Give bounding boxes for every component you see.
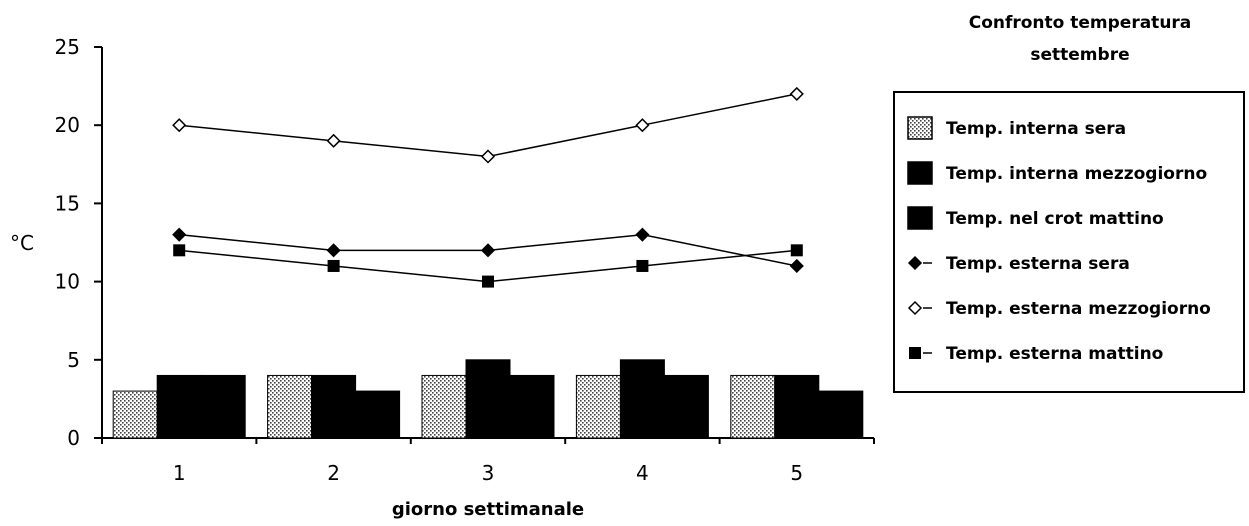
legend-label: Temp. interna mezzogiorno [946,164,1207,184]
legend-label: Temp. nel crot mattino [946,209,1164,229]
y-tick-label: 0 [67,426,80,450]
line-point-series-2 [326,133,341,148]
line-point-series-3 [790,244,803,257]
x-axis-title: giorno settimanale [392,499,584,520]
bar-series-2 [619,359,665,439]
x-tick-label: 2 [327,461,340,485]
legend-swatch [907,206,933,230]
legend-label: Temp. esterna mattino [946,344,1163,364]
line-point-series-1 [172,227,187,242]
line-point-series-2 [480,149,496,164]
legend: Temp. interna sera Temp. interna mezzogio… [893,91,1245,393]
lines [172,86,804,288]
bar-series-1 [267,374,313,439]
x-tick-label: 4 [636,461,649,485]
bar-series-3 [663,374,709,439]
line-point-series-2 [172,118,187,133]
line-point-series-2 [635,118,650,133]
x-tick-label: 3 [482,461,495,485]
y-tick-label: 10 [55,270,80,294]
line-point-series-1 [789,258,804,274]
bar-series-1 [730,374,776,439]
chart-title-line-2: settembre [1030,45,1129,65]
x-tick-label: 5 [790,461,803,485]
bar-series-1 [421,374,467,439]
bar-series-2 [774,374,820,439]
bar-series-2 [311,374,357,439]
bar-series-2 [465,359,511,439]
legend-marker [907,255,923,271]
bar-series-2 [156,374,202,439]
y-tick-label: 15 [55,191,80,215]
line-point-series-3 [636,259,649,272]
line-point-series-1 [635,227,650,242]
y-tick-label: 20 [55,113,80,137]
y-axis-title: °C [10,231,34,255]
bar-series-1 [112,390,158,439]
y-ticks: 0 5 10 15 20 25 [55,35,102,450]
legend-label: Temp. esterna mezzogiorno [946,299,1211,319]
line-point-series-3 [327,259,340,272]
bars [112,359,864,439]
bar-series-3 [818,390,864,439]
line-series-2 [179,93,797,158]
x-tick-label: 1 [173,461,186,485]
line-point-series-1 [326,243,341,258]
line-point-series-1 [480,243,496,258]
bar-series-3 [355,390,401,439]
legend-swatch [907,116,933,140]
x-ticks: 1 2 3 4 5 [101,438,875,485]
y-tick-label: 25 [55,35,80,59]
line-point-series-3 [482,275,494,288]
chart-title-line-1: Confronto temperatura [969,13,1192,33]
bar-series-1 [575,374,621,439]
y-tick-label: 5 [67,348,80,372]
legend-marker [909,347,921,359]
line-point-series-2 [789,86,804,101]
bar-series-3 [200,374,246,439]
bar-series-3 [509,374,555,439]
legend-box [893,91,1245,393]
legend-label: Temp. interna sera [946,119,1126,139]
legend-label: Temp. esterna sera [946,254,1130,274]
legend-marker [907,300,923,316]
line-point-series-3 [173,244,186,257]
legend-swatch [907,161,933,185]
